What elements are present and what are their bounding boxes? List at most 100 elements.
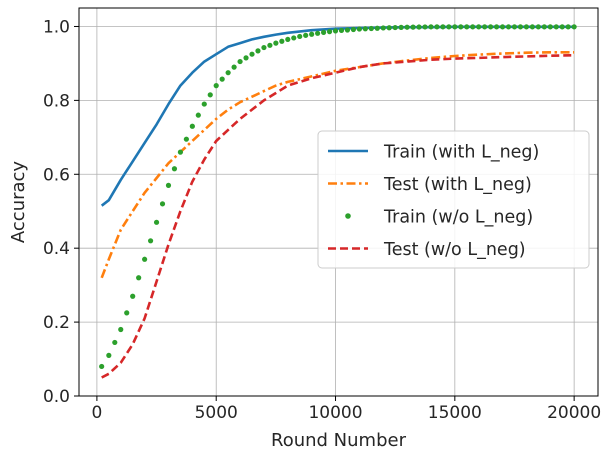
legend-label-test-with-l-neg: Test (with L_neg) <box>383 175 532 195</box>
data-point <box>476 24 482 30</box>
series-marker <box>493 24 500 30</box>
y-tick-label: 1.0 <box>43 17 70 37</box>
data-point <box>452 24 458 30</box>
data-point <box>225 70 231 76</box>
data-point <box>153 219 160 225</box>
series-marker <box>255 48 261 54</box>
data-point <box>309 31 315 37</box>
data-point <box>130 293 136 299</box>
x-tick-label: 20000 <box>547 403 601 423</box>
series-train-w-o-l-neg <box>99 24 577 370</box>
series-marker <box>124 310 130 316</box>
data-point <box>571 24 577 30</box>
series-marker <box>183 136 189 142</box>
x-tick-label: 0 <box>91 403 102 423</box>
series-layer <box>99 24 577 379</box>
y-tick-label: 0.6 <box>43 165 70 185</box>
axis-ticks: 0 5000 10000 15000 20000 0.0 0.2 0.4 0.6 0.8 1.0 <box>43 17 601 423</box>
data-point <box>499 24 506 30</box>
series-marker <box>267 42 273 48</box>
data-point <box>404 24 410 30</box>
series-marker <box>398 24 404 30</box>
plot-area-frame <box>78 7 599 397</box>
data-point <box>285 36 291 43</box>
y-tick-label: 0.2 <box>43 313 70 333</box>
legend: Train (with L_neg) Test (with L_neg) Train… <box>317 130 590 269</box>
series-marker <box>446 24 452 30</box>
series-marker <box>171 166 178 172</box>
series-marker <box>416 24 422 30</box>
series-marker <box>315 30 321 36</box>
series-marker <box>368 25 374 32</box>
series-line-test-w-o-l-neg <box>101 54 575 379</box>
series-marker <box>279 38 285 44</box>
series-marker <box>231 64 237 70</box>
data-point <box>165 182 172 188</box>
series-marker <box>147 238 154 244</box>
series-marker <box>482 24 488 30</box>
data-point <box>189 123 195 129</box>
series-marker <box>422 24 428 30</box>
series-marker <box>386 25 392 31</box>
data-point <box>332 28 339 34</box>
data-point <box>118 326 124 333</box>
series-marker <box>410 24 416 30</box>
x-tick-label: 5000 <box>195 403 238 423</box>
series-marker <box>541 24 547 30</box>
data-point <box>320 29 327 35</box>
series-marker <box>559 24 565 30</box>
data-point <box>356 26 362 32</box>
series-marker <box>529 24 535 30</box>
y-axis-title: Accuracy <box>8 161 29 244</box>
series-marker <box>219 76 225 82</box>
series-line-test-with-l-neg <box>100 50 575 279</box>
series-marker <box>374 25 380 31</box>
series-marker <box>344 27 351 33</box>
series-marker <box>362 26 368 32</box>
legend-items: Train (with L_neg) Test (with L_neg) Train… <box>328 143 539 260</box>
data-point <box>523 24 530 30</box>
data-point <box>201 101 207 107</box>
x-tick-label: 10000 <box>308 403 362 423</box>
legend-box <box>317 130 590 269</box>
data-point <box>547 24 553 30</box>
series-marker <box>350 26 357 33</box>
series-marker <box>159 201 166 207</box>
data-point <box>380 25 386 31</box>
y-tick-label: 0.4 <box>43 239 70 259</box>
data-point <box>106 352 112 358</box>
legend-label-train-with-l-neg: Train (with L_neg) <box>383 143 539 163</box>
series-marker <box>195 112 201 118</box>
series-marker <box>470 24 476 30</box>
series-marker <box>326 29 333 35</box>
data-point <box>99 363 105 370</box>
data-point <box>142 256 148 262</box>
data-point <box>428 24 434 30</box>
legend-label-train-w-o-l-neg: Train (w/o L_neg) <box>383 208 533 228</box>
series-marker <box>535 24 541 30</box>
series-marker <box>243 55 249 61</box>
series-marker <box>136 275 142 281</box>
series-marker <box>392 24 398 31</box>
series-marker <box>505 24 512 30</box>
series-marker <box>338 27 345 34</box>
y-tick-label: 0.8 <box>43 91 70 111</box>
data-point <box>273 40 279 46</box>
series-marker <box>517 24 524 30</box>
series-marker <box>303 32 309 38</box>
data-point <box>297 33 303 40</box>
legend-marker-train-w-o-l-neg <box>345 213 351 219</box>
series-marker <box>112 339 118 346</box>
data-point <box>213 83 219 89</box>
series-marker <box>434 24 440 30</box>
series-marker <box>488 24 494 30</box>
series-marker <box>511 24 518 30</box>
legend-label-test-w-o-l-neg: Test (w/o L_neg) <box>383 240 526 260</box>
data-point <box>249 51 255 57</box>
series-marker <box>207 92 213 98</box>
x-axis-title: Round Number <box>271 430 407 451</box>
data-point <box>237 58 243 65</box>
y-tick-label: 0.0 <box>43 387 70 407</box>
x-tick-label: 15000 <box>428 403 482 423</box>
